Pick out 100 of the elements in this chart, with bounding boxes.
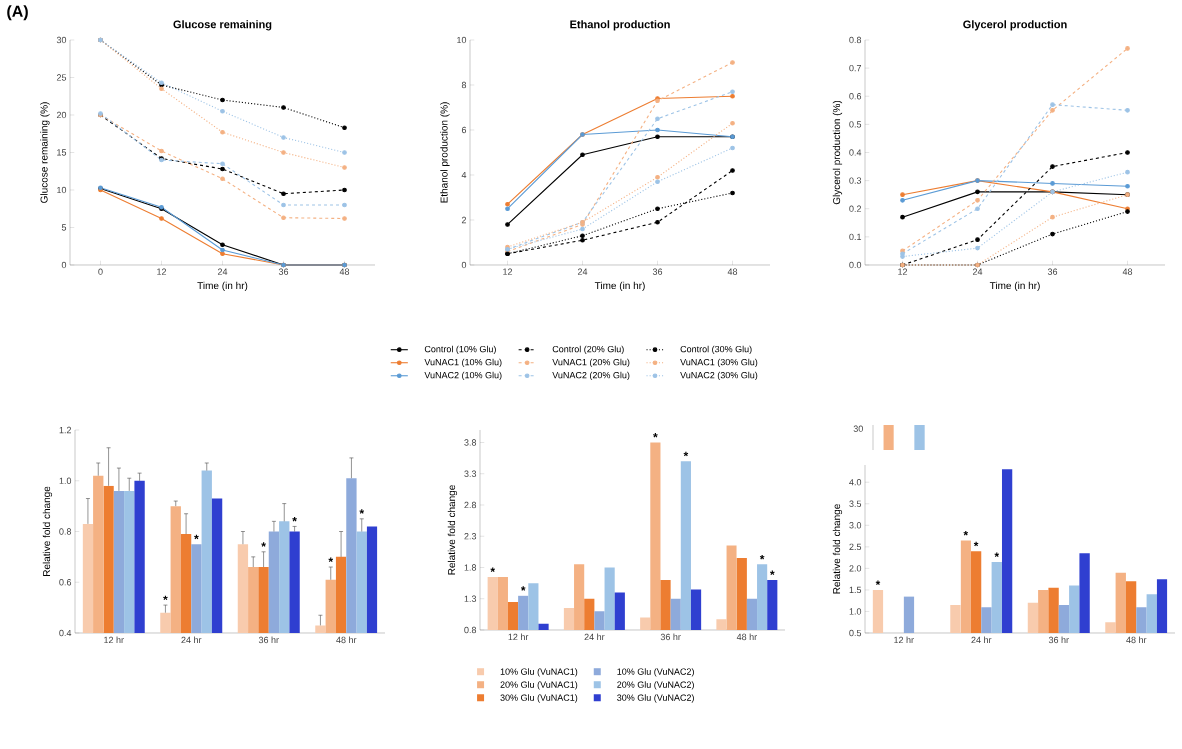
y-tick-label: 0.6 <box>59 579 72 586</box>
y-tick-label: 0.8 <box>59 528 72 535</box>
y-tick-label: 10 <box>457 36 467 44</box>
x-tick-label: 36 hr <box>660 633 681 641</box>
y-tick-label: 2.8 <box>464 501 477 509</box>
y-axis-title: Glucose remaining (%) <box>40 102 50 203</box>
y-tick-label: 2.0 <box>849 565 862 572</box>
x-tick-label: 12 <box>503 268 513 275</box>
y-tick-label: 30 <box>56 36 67 44</box>
y-tick-label: 0.8 <box>464 626 477 634</box>
x-tick-label: 24 hr <box>584 633 605 641</box>
data-label: * <box>963 530 969 536</box>
legend-label: VuNAC1 (30% Glu) <box>680 358 758 368</box>
legend-label: 20% Glu (VuNAC1) <box>500 681 578 690</box>
y-tick-label: 3.0 <box>849 522 862 529</box>
y-axis-title: Glycerol production (%) <box>832 100 843 205</box>
x-tick-label: 0 <box>98 268 103 275</box>
y-tick-label: 1.5 <box>849 586 862 594</box>
chart-title: Glucose remaining <box>173 20 272 31</box>
y-tick-label: 15 <box>57 149 67 156</box>
y-tick-label: 0.3 <box>849 177 862 184</box>
x-tick-label: 36 hr <box>258 636 279 644</box>
x-tick-label: 48 <box>1122 268 1133 275</box>
y-tick-label: 6 <box>461 126 467 134</box>
y-tick-label: 0.4 <box>59 629 72 637</box>
legend-label: Control (10% Glu) <box>424 345 496 355</box>
y-tick-label: 1.2 <box>59 426 72 434</box>
y-tick-label: 3.8 <box>464 439 477 446</box>
x-tick-label: 36 <box>278 268 289 275</box>
chart-title: Glycerol production <box>963 20 1067 31</box>
x-tick-label: 48 <box>339 268 350 275</box>
y-tick-label: 1.8 <box>464 564 477 571</box>
y-tick-label: 4.0 <box>849 479 862 486</box>
data-label: * <box>520 586 526 591</box>
text: (A) <box>7 5 28 21</box>
x-tick-label: 48 hr <box>336 636 357 644</box>
x-tick-label: 48 <box>727 268 738 275</box>
x-tick-label: 48 hr <box>736 633 757 641</box>
y-tick-label: 0.5 <box>849 629 862 637</box>
data-label: * <box>194 534 199 540</box>
y-tick-label: 1.3 <box>464 595 477 602</box>
data-label: * <box>261 542 266 547</box>
y-tick-label: 0.8 <box>849 36 862 44</box>
y-tick-label: 0.7 <box>849 64 862 72</box>
y-tick-label: 2.5 <box>849 543 862 551</box>
data-label: * <box>770 570 775 575</box>
x-tick-label: 24 <box>577 268 588 275</box>
x-tick-label: 36 hr <box>1048 636 1069 644</box>
x-axis-title: Time (in hr) <box>197 281 248 292</box>
data-label: * <box>292 516 297 522</box>
x-tick-label: 24 <box>972 268 983 275</box>
legend-label: 30% Glu (VuNAC1) <box>500 694 578 703</box>
y-tick-label: 0.6 <box>849 93 862 100</box>
data-label: * <box>653 433 658 438</box>
data-label: * <box>490 567 496 572</box>
legend-label: VuNAC1 (10% Glu) <box>424 358 502 368</box>
y-tick-label: 2.3 <box>464 533 477 540</box>
x-axis-title: Time (in hr) <box>989 281 1040 292</box>
y-axis-title: Ethanol production (%) <box>440 102 450 203</box>
data-label: * <box>875 580 881 585</box>
y-tick-label: 10 <box>57 186 67 194</box>
y-tick-label: 0 <box>61 261 67 269</box>
legend-label: 10% Glu (VuNAC2) <box>617 668 694 677</box>
x-tick-label: 48 hr <box>1126 636 1147 644</box>
legend-label: 10% Glu (VuNAC1) <box>500 668 578 677</box>
data-label: * <box>683 451 689 457</box>
y-tick-label: 2 <box>461 216 467 224</box>
legend-label: 30% Glu (VuNAC2) <box>617 694 694 703</box>
y-tick-label: 0.1 <box>849 233 862 241</box>
y-axis-title: Relative fold change <box>832 504 843 594</box>
data-label: * <box>973 541 979 547</box>
x-tick-label: 12 hr <box>894 636 914 644</box>
x-tick-label: 36 <box>652 268 663 275</box>
legend-label: Control (30% Glu) <box>680 345 752 355</box>
y-tick-label: 1.0 <box>849 608 862 615</box>
data-label: * <box>759 554 765 560</box>
y-axis-title: Relative fold change <box>42 486 53 576</box>
x-tick-label: 24 hr <box>971 636 992 644</box>
y-tick-label: 1.0 <box>59 477 72 484</box>
legend-label: VuNAC1 (20% Glu) <box>552 358 630 368</box>
y-tick-label: 4 <box>461 171 467 179</box>
y-tick-label: 0.0 <box>849 261 862 269</box>
y-tick-label: 8 <box>461 81 467 89</box>
y-tick-label: 20 <box>56 111 67 119</box>
y-tick-label: 0 <box>461 261 467 269</box>
x-axis-title: Time (in hr) <box>594 281 645 292</box>
legend-label: Control (20% Glu) <box>552 345 624 355</box>
legend-label: VuNAC2 (20% Glu) <box>552 371 630 381</box>
legend-label: VuNAC2 (30% Glu) <box>680 371 758 381</box>
data-label: * <box>994 552 1000 557</box>
data-label: * <box>359 509 365 514</box>
y-tick-label: 0.4 <box>849 149 862 156</box>
x-tick-label: 24 hr <box>181 636 202 644</box>
y-tick-label: 0.5 <box>849 121 862 128</box>
x-tick-label: 12 <box>898 268 908 275</box>
chart-title: Ethanol production <box>570 20 670 31</box>
x-tick-label: 36 <box>1047 268 1058 275</box>
x-tick-label: 12 hr <box>104 636 124 644</box>
y-tick-label: 25 <box>56 74 67 81</box>
y-tick-label: 5 <box>61 224 67 231</box>
